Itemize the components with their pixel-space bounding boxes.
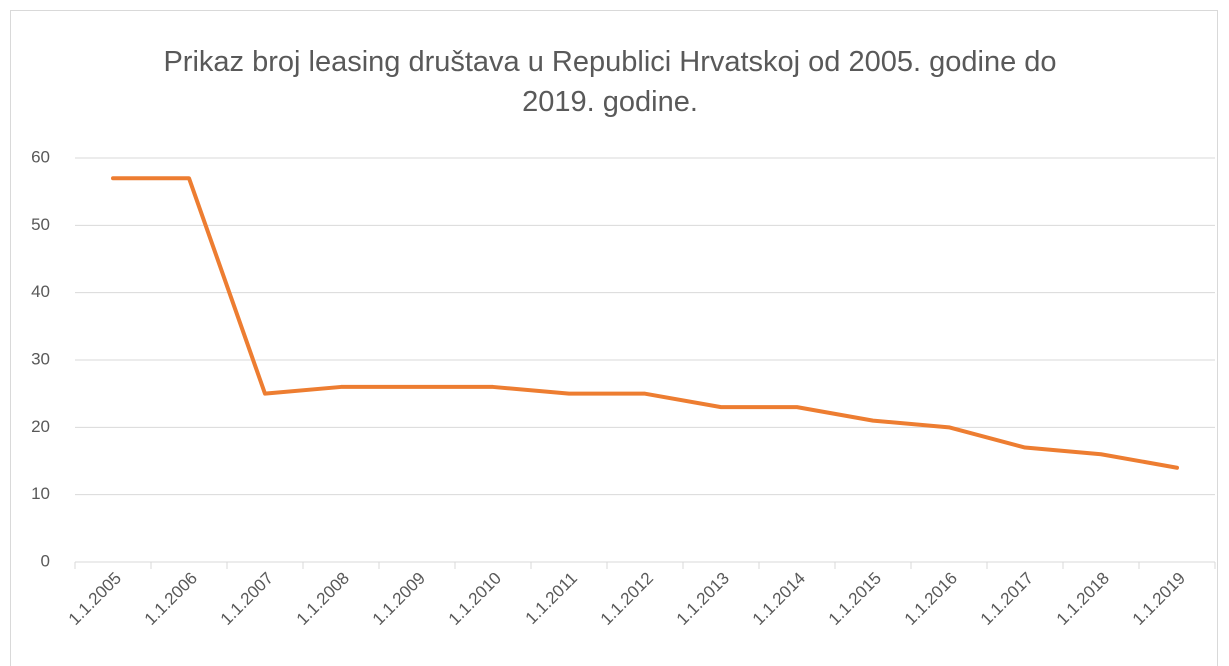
y-tick-label: 60 [31, 147, 50, 166]
chart-title: Prikaz broj leasing društava u Republici… [163, 46, 1057, 118]
y-tick-label: 0 [41, 551, 50, 570]
chart-border [10, 10, 1218, 666]
y-tick-label: 40 [31, 282, 50, 301]
data-line [111, 176, 1179, 470]
y-tick-label: 10 [31, 484, 50, 503]
y-tick-label: 30 [31, 349, 50, 368]
y-tick-label: 20 [31, 417, 50, 436]
y-tick-label: 50 [31, 215, 50, 234]
